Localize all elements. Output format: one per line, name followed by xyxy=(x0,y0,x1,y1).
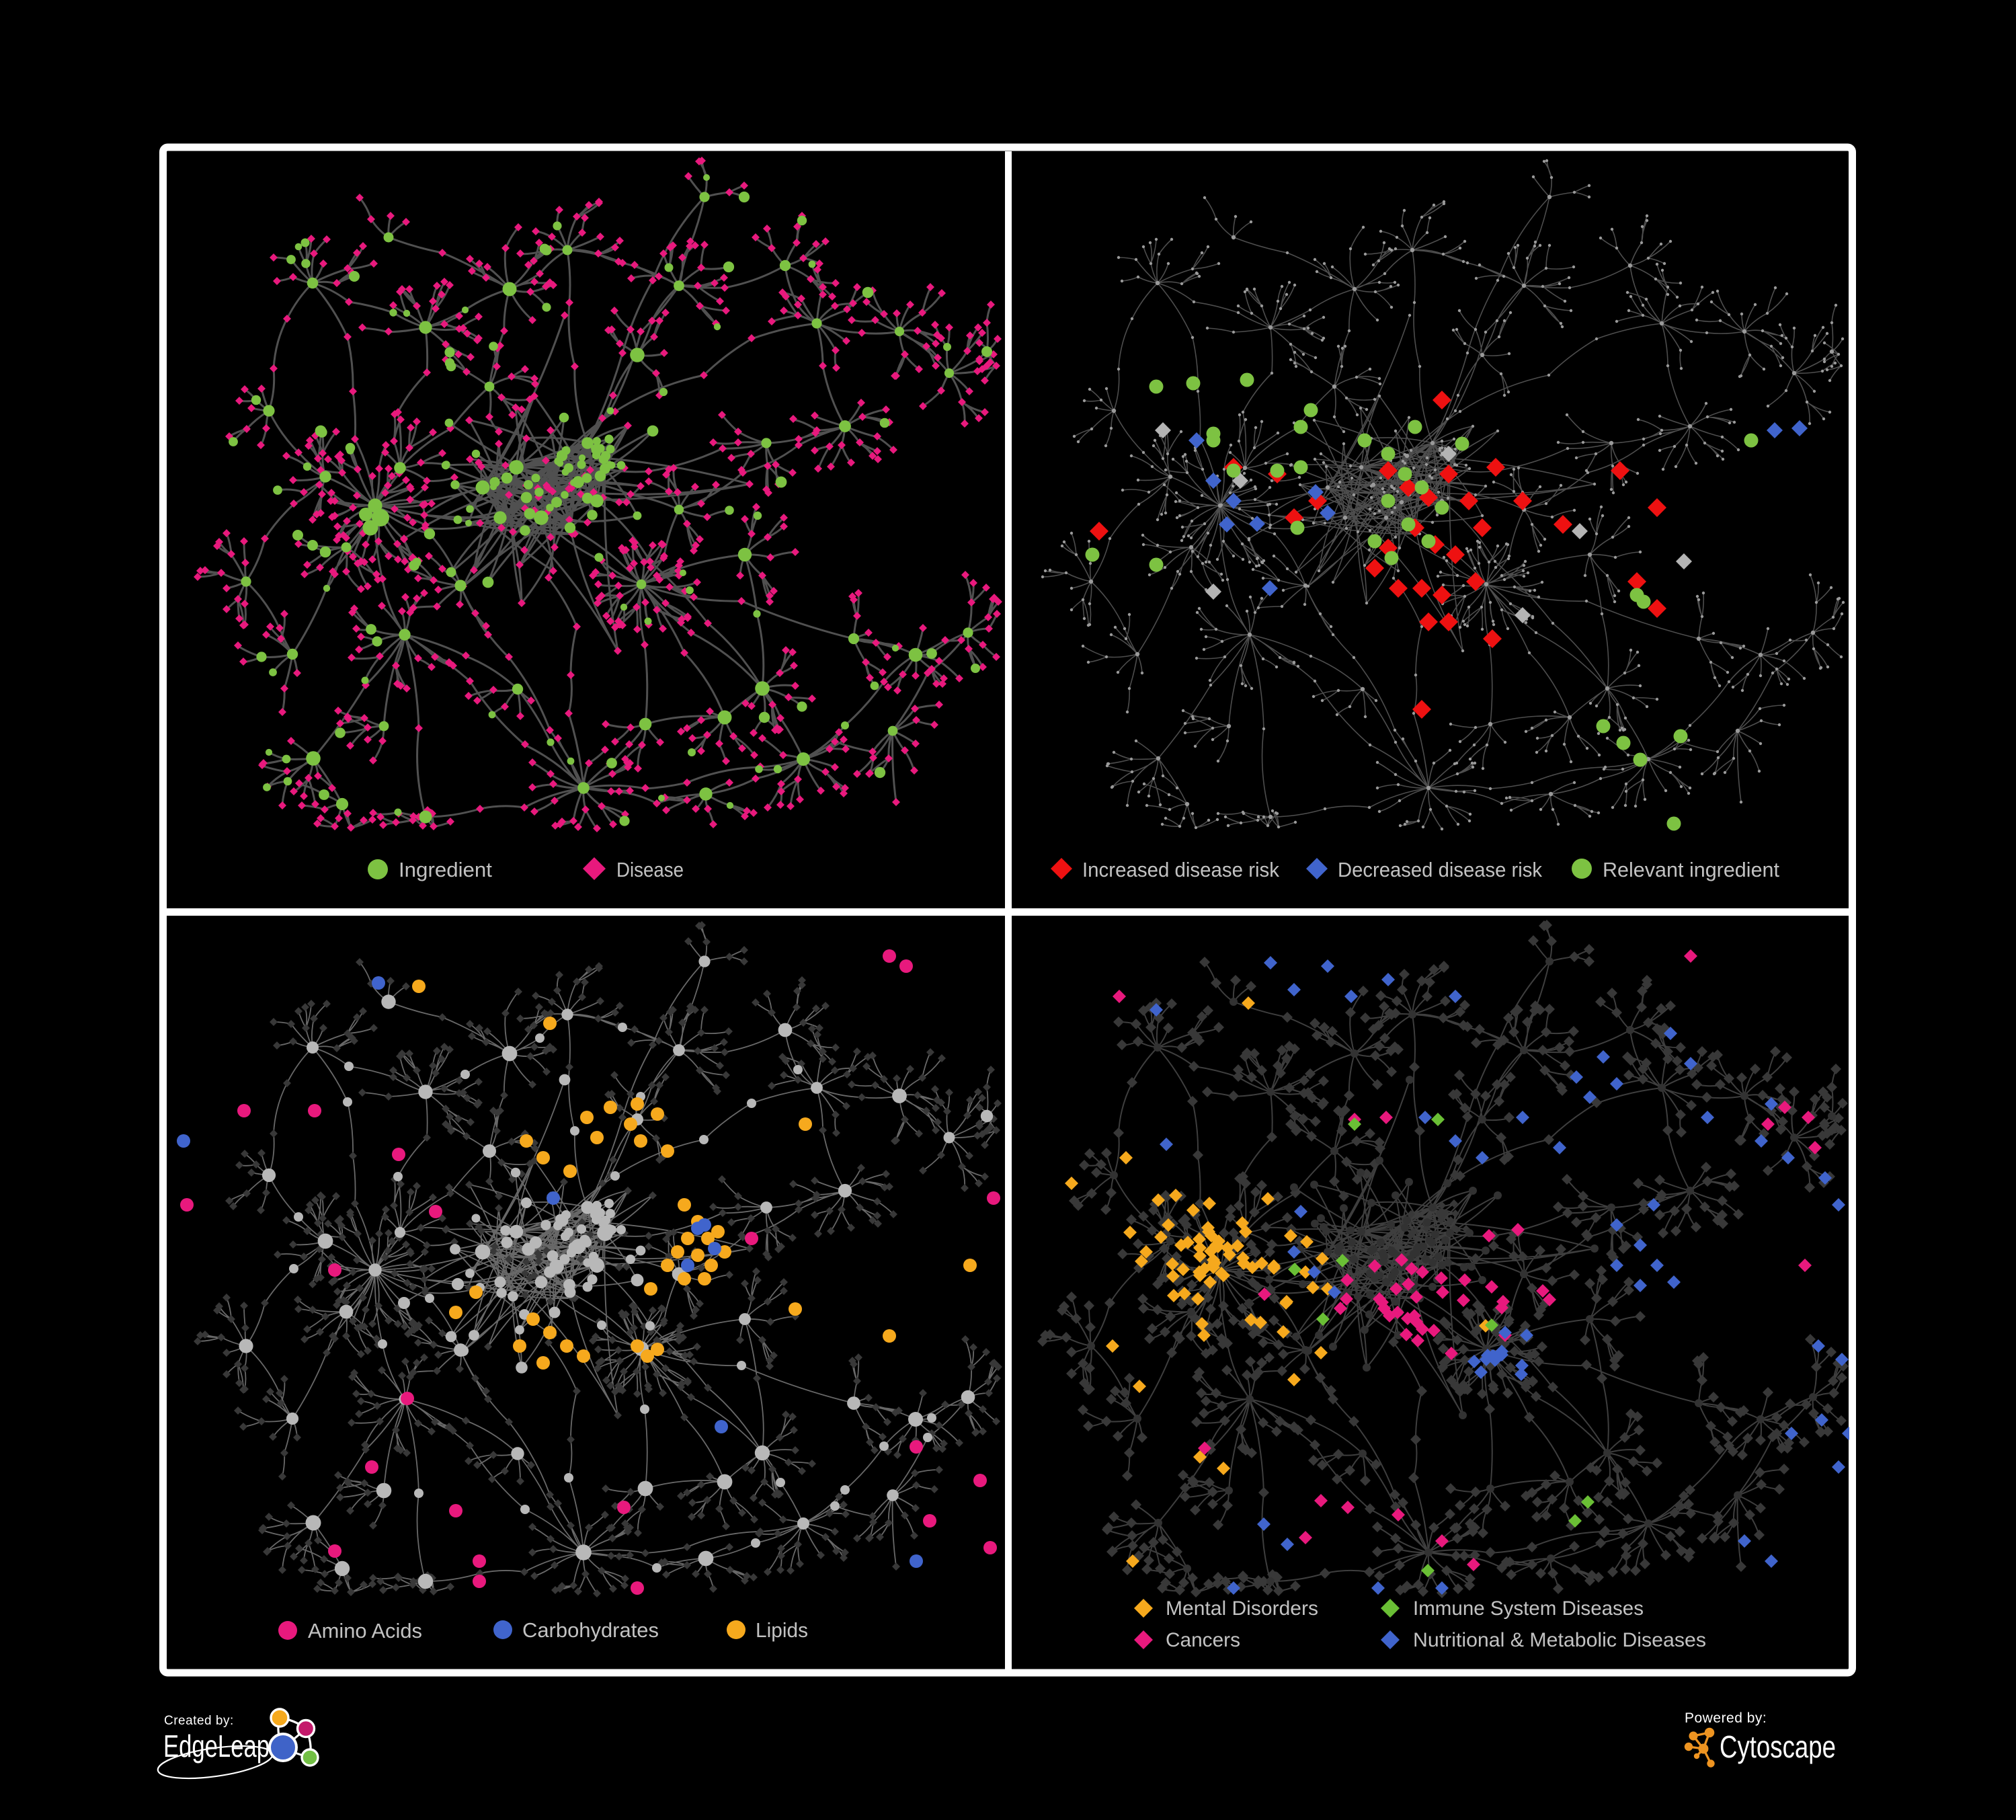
svg-text:Lipids: Lipids xyxy=(756,1618,808,1642)
svg-text:Decreased disease risk: Decreased disease risk xyxy=(1338,858,1542,881)
svg-text:Ingredient: Ingredient xyxy=(399,858,492,881)
svg-text:Immune System Diseases: Immune System Diseases xyxy=(1413,1597,1644,1620)
svg-text:Disease: Disease xyxy=(616,858,684,881)
svg-text:Cytoscape: Cytoscape xyxy=(1720,1729,1836,1764)
svg-text:Increased disease risk: Increased disease risk xyxy=(1082,858,1279,881)
svg-text:Nutritional & Metabolic Diseas: Nutritional & Metabolic Diseases xyxy=(1413,1629,1706,1651)
svg-text:Amino Acids: Amino Acids xyxy=(308,1619,422,1643)
svg-text:Carbohydrates: Carbohydrates xyxy=(522,1618,659,1642)
svg-text:Created by:: Created by: xyxy=(164,1714,234,1728)
svg-text:Powered by:: Powered by: xyxy=(1685,1710,1767,1726)
svg-text:Mental Disorders: Mental Disorders xyxy=(1166,1597,1318,1620)
svg-text:EdgeLeap: EdgeLeap xyxy=(163,1729,270,1764)
svg-text:Relevant ingredient: Relevant ingredient xyxy=(1603,858,1779,881)
svg-text:Cancers: Cancers xyxy=(1166,1629,1240,1651)
